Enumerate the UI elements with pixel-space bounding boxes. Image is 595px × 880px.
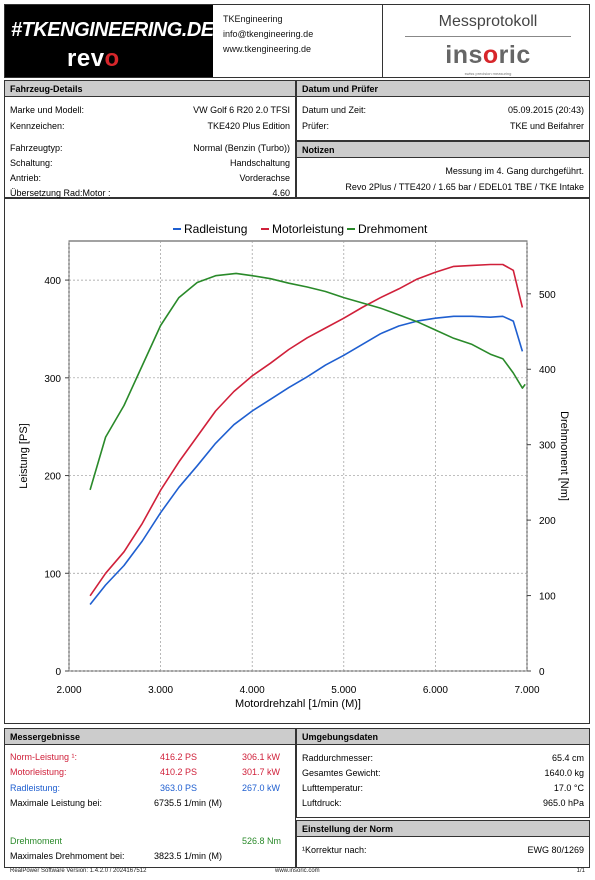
header-divider xyxy=(382,5,383,77)
y-axis-label: Leistung [PS] xyxy=(18,423,30,488)
brand-main-text: #TKENGINEERING.DE xyxy=(11,19,214,41)
legend-label: Drehmoment xyxy=(358,222,428,236)
series-line xyxy=(89,315,524,605)
result-kw: 267.0 kW xyxy=(242,783,281,793)
y2-tick-label: 500 xyxy=(539,290,556,301)
x-tick-label: 2.000 xyxy=(56,685,81,696)
x-axis-label: Motordrehzahl [1/min (M)] xyxy=(235,698,361,710)
footer-website: www.insoric.com xyxy=(275,868,320,874)
result-label: Radleistung: xyxy=(10,783,61,793)
notes-line-2: Revo 2Plus / TTE420 / 1.65 bar / EDEL01 … xyxy=(345,182,584,192)
y-tick-label: 400 xyxy=(44,276,61,287)
result-kw: 301.7 kW xyxy=(242,767,281,777)
legend-label: Radleistung xyxy=(184,222,247,236)
date-tester-panel: Datum und Prüfer Datum und Zeit: 05.09.20… xyxy=(296,80,590,141)
software-version: RealPower Software Version: 1.4.2.0 / 20… xyxy=(10,868,147,874)
y2-tick-label: 100 xyxy=(539,592,556,603)
title-underline xyxy=(405,36,571,37)
tkengineering-logo: #TKENGINEERING.DE revo xyxy=(5,5,214,77)
date-tester-title: Datum und Prüfer xyxy=(297,81,589,97)
result-label: Norm-Leistung ¹: xyxy=(10,752,78,762)
notes-panel: Notizen Messung im 4. Gang durchgeführt.… xyxy=(296,141,590,198)
notes-title: Notizen xyxy=(297,142,589,158)
norm-title: Einstellung der Norm xyxy=(297,821,589,837)
y2-axis-label: Drehmoment [Nm] xyxy=(558,411,570,501)
y-tick-label: 200 xyxy=(44,472,61,483)
x-tick-label: 5.000 xyxy=(331,685,356,696)
plot-frame xyxy=(68,240,528,672)
y2-tick-label: 200 xyxy=(539,516,556,527)
result-kw: 306.1 kW xyxy=(242,752,281,762)
vehicle-details-title: Fahrzeug-Details xyxy=(5,81,295,97)
x-tick-label: 4.000 xyxy=(240,685,265,696)
x-tick-label: 3.000 xyxy=(148,685,173,696)
company-email: info@tkengineering.de xyxy=(223,29,314,39)
result-label: Motorleistung: xyxy=(10,767,67,777)
norm-panel: Einstellung der Norm ¹Korrektur nach: EWG… xyxy=(296,820,590,868)
series-line xyxy=(89,272,526,491)
environment-panel: Umgebungsdaten Raddurchmesser: 65.4 cm Ge… xyxy=(296,728,590,818)
y-tick-label: 100 xyxy=(44,569,61,580)
legend-label: Motorleistung xyxy=(272,222,344,236)
result-ps: 416.2 PS xyxy=(160,752,198,762)
insoric-tagline: swiss precision measuring xyxy=(464,71,512,76)
company-website: www.tkengineering.de xyxy=(223,44,312,54)
results-panel: Messergebnisse Norm-Leistung ¹: 416.2 PS 3… xyxy=(4,728,296,868)
series-line xyxy=(89,263,524,597)
y2-tick-label: 300 xyxy=(539,441,556,452)
revo-logo: revo xyxy=(67,45,120,72)
y-tick-label: 300 xyxy=(44,374,61,385)
environment-title: Umgebungsdaten xyxy=(297,729,589,745)
insoric-logo: insoric xyxy=(445,41,531,69)
notes-line-1: Messung im 4. Gang durchgeführt. xyxy=(445,166,584,176)
report-header: #TKENGINEERING.DE revo TKEngineering inf… xyxy=(4,4,590,78)
y2-tick-label: 400 xyxy=(539,365,556,376)
dyno-chart: 2.000 3.000 4.000 5.000 6.000 7.0000100200300… xyxy=(18,222,570,710)
page-number: 1/1 xyxy=(576,868,585,874)
x-tick-label: 7.000 xyxy=(514,685,539,696)
y2-tick-label: 0 xyxy=(539,667,545,678)
x-tick-label: 6.000 xyxy=(423,685,448,696)
result-ps: 363.0 PS xyxy=(160,783,198,793)
result-ps: 410.2 PS xyxy=(160,767,198,777)
company-name: TKEngineering xyxy=(223,14,283,24)
y-tick-label: 0 xyxy=(55,667,61,678)
vehicle-details-panel: Fahrzeug-Details Marke und Modell: VW Gol… xyxy=(4,80,296,198)
report-title: Messprotokoll xyxy=(438,13,538,30)
dyno-chart-panel: 2.000 3.000 4.000 5.000 6.000 7.000 0 100 200 300… xyxy=(4,198,590,724)
results-title: Messergebnisse xyxy=(5,729,295,745)
